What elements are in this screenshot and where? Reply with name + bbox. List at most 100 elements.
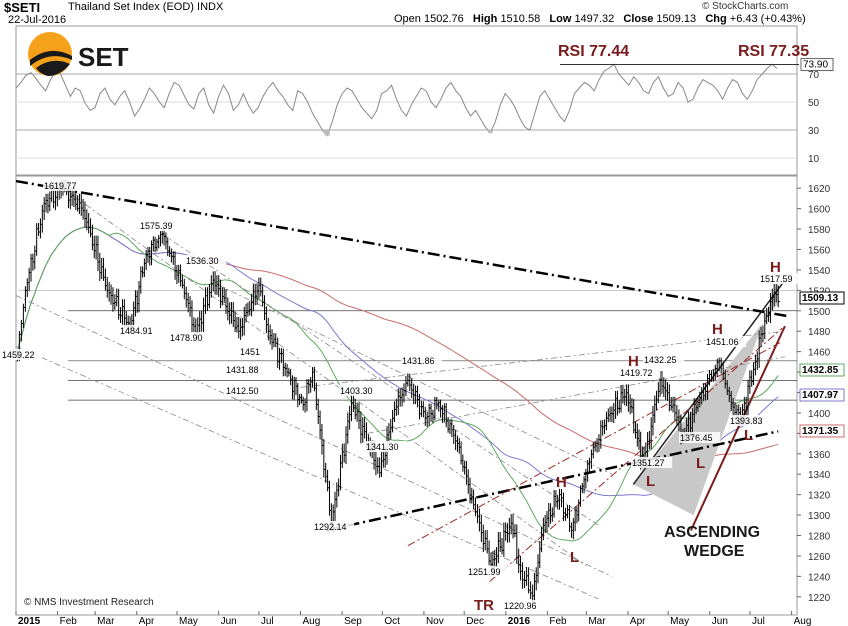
price-label: 1536.30 bbox=[186, 256, 219, 266]
rsi-last-badge bbox=[800, 58, 834, 72]
ma-50-value-badge bbox=[799, 363, 845, 377]
price-tick-label: 1540 bbox=[808, 266, 831, 277]
price-label: 1478.90 bbox=[170, 333, 203, 343]
price-label-bg bbox=[503, 600, 545, 611]
close-label: Close bbox=[623, 13, 654, 25]
x-tick-label: Mar bbox=[588, 616, 606, 626]
rsi-tick-label: 70 bbox=[808, 70, 820, 81]
price-label-bg bbox=[467, 566, 509, 577]
price-label: 1517.59 bbox=[760, 274, 793, 284]
pattern-label: WEDGE bbox=[684, 543, 745, 560]
price-label-bg bbox=[729, 415, 771, 426]
price-label: 1419.72 bbox=[620, 368, 653, 378]
price-label-bg bbox=[313, 521, 355, 532]
price-label: 1431.86 bbox=[402, 356, 435, 366]
credit-label: © NMS Investment Research bbox=[24, 597, 154, 608]
fan-line bbox=[15, 295, 612, 577]
price-label: 1431.88 bbox=[226, 365, 259, 375]
price-label: 1432.25 bbox=[644, 355, 677, 365]
wedge-lower-line bbox=[690, 325, 786, 531]
price-label: 1376.45 bbox=[680, 433, 713, 443]
x-tick-label: Dec bbox=[466, 616, 484, 626]
price-label-bg bbox=[239, 346, 264, 357]
pattern-label: TR bbox=[474, 597, 494, 614]
ma-200-value-badge bbox=[799, 424, 845, 438]
rsi-annotation: RSI 77.35 bbox=[738, 43, 809, 60]
ma-100-value-badge bbox=[799, 388, 845, 402]
price-label: 1459.22 bbox=[2, 350, 35, 360]
price-label: 1412.50 bbox=[226, 386, 259, 396]
fan-line bbox=[218, 284, 612, 475]
price-tick-label: 1600 bbox=[808, 205, 831, 216]
price-label-bg bbox=[185, 255, 227, 266]
stockcharts-brand: © StockCharts.com bbox=[702, 1, 789, 12]
price-label-bg bbox=[365, 441, 407, 452]
x-tick-label: Aug bbox=[794, 616, 812, 626]
trend-channel-line bbox=[489, 327, 783, 582]
price-label-bg bbox=[759, 273, 801, 284]
rsi-line bbox=[15, 63, 778, 137]
x-tick-label: Jul bbox=[261, 616, 274, 626]
price-tick-label: 1240 bbox=[808, 572, 831, 583]
ma-200-value: 1371.35 bbox=[802, 426, 839, 437]
price-label-bg bbox=[705, 336, 747, 347]
price-label-bg bbox=[43, 180, 85, 191]
rsi-frame bbox=[15, 25, 798, 176]
price-tick-label: 1300 bbox=[808, 511, 831, 522]
x-tick-label: 2016 bbox=[508, 616, 531, 626]
price-tick-label: 1340 bbox=[808, 470, 831, 481]
price-label-bg bbox=[225, 364, 267, 375]
price-panel: 1620160015801560154015201500148014601440… bbox=[1, 175, 845, 626]
price-tick-label: 1620 bbox=[808, 184, 831, 195]
price-label: 1220.96 bbox=[504, 601, 537, 611]
fan-line bbox=[15, 346, 599, 600]
pattern-label: H bbox=[770, 259, 781, 276]
price-tick-label: 1320 bbox=[808, 491, 831, 502]
price-label-bg bbox=[119, 325, 161, 336]
index-name-text: Thailand Set Index (EOD) bbox=[68, 1, 194, 13]
price-label: 1341.30 bbox=[366, 442, 399, 452]
rsi-tick-label: 50 bbox=[808, 98, 820, 109]
price-tick-label: 1580 bbox=[808, 225, 831, 236]
pattern-label: L bbox=[696, 455, 705, 472]
x-tick-label: Oct bbox=[384, 616, 400, 626]
price-tick-label: 1500 bbox=[808, 307, 831, 318]
downtrend-line bbox=[15, 179, 787, 318]
price-label-bg bbox=[225, 385, 267, 396]
price-tick-label: 1360 bbox=[808, 450, 831, 461]
price-label: 1451 bbox=[240, 347, 260, 357]
ohlc-readout: Open 1502.76 High 1510.58 Low 1497.32 Cl… bbox=[394, 13, 806, 25]
price-label: 1451.06 bbox=[706, 337, 739, 347]
pattern-label: L bbox=[646, 473, 655, 490]
price-label-bg bbox=[401, 355, 443, 366]
rsi-annotation: RSI 77.44 bbox=[558, 43, 629, 60]
pattern-label: H bbox=[556, 474, 567, 491]
rsi-tick-label: 30 bbox=[808, 126, 820, 137]
fan-line bbox=[300, 330, 785, 388]
last-close-value: 1509.13 bbox=[802, 293, 839, 304]
logo-swoosh-lower bbox=[36, 60, 70, 76]
open-label: Open bbox=[394, 13, 421, 25]
fan-line bbox=[162, 233, 599, 526]
chg-label: Chg bbox=[705, 13, 727, 25]
x-tick-label: Jul bbox=[752, 616, 765, 626]
high-value: 1510.58 bbox=[500, 13, 541, 25]
price-label-bg bbox=[619, 367, 661, 378]
open-value: 1502.76 bbox=[423, 13, 464, 25]
price-tick-label: 1460 bbox=[808, 348, 831, 359]
high-label: High bbox=[472, 13, 498, 25]
price-label: 1619.77 bbox=[44, 181, 77, 191]
x-tick-label: Aug bbox=[302, 616, 320, 626]
rsi-oversold-fill bbox=[324, 130, 330, 136]
x-tick-label: Jun bbox=[221, 616, 237, 626]
symbol-label: $SETI bbox=[4, 0, 41, 15]
price-tick-label: 1560 bbox=[808, 246, 831, 257]
x-tick-label: 2015 bbox=[18, 616, 41, 626]
x-tick-label: Jun bbox=[712, 616, 728, 626]
pattern-label: H bbox=[712, 321, 723, 338]
price-tick-label: 1400 bbox=[808, 409, 831, 420]
ma-100-value: 1407.97 bbox=[802, 390, 839, 401]
rsi-tick-label: 10 bbox=[808, 154, 820, 165]
logo-swoosh bbox=[30, 50, 72, 66]
rsi-oversold-fill bbox=[487, 130, 493, 133]
